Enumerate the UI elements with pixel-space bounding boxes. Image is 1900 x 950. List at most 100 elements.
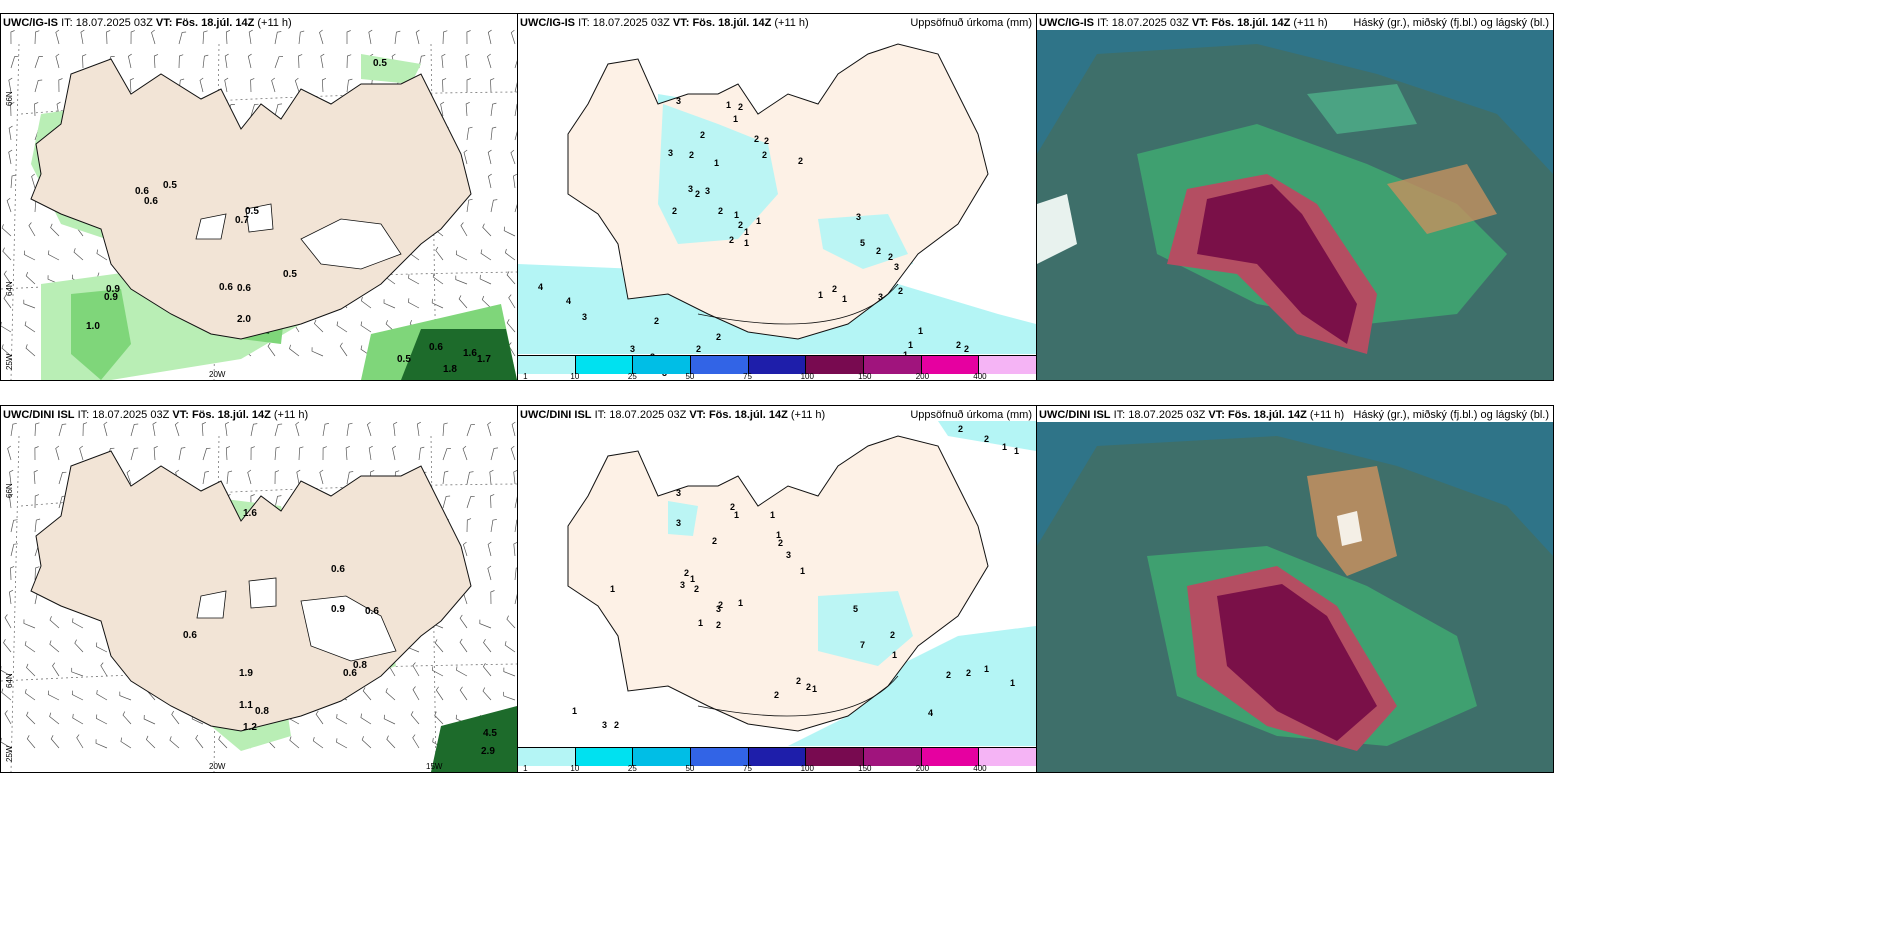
value-label: 4.5: [483, 728, 497, 739]
value-label: 2: [729, 235, 735, 245]
wind-barb: [458, 295, 468, 309]
value-label: 0.8: [353, 660, 367, 671]
wind-barb: [50, 735, 60, 749]
wind-barb: [510, 445, 516, 461]
value-label: 0.5: [397, 354, 411, 365]
value-label: 3: [582, 312, 588, 322]
value-label: 0.5: [245, 206, 259, 217]
wind-barb: [320, 53, 325, 69]
wind-barb: [455, 250, 468, 261]
wind-barb: [10, 543, 18, 557]
value-label: 2: [716, 332, 722, 342]
value-label: 3: [786, 550, 792, 560]
wind-barb: [440, 101, 445, 117]
wind-barb: [247, 469, 252, 485]
wind-barb: [490, 199, 498, 213]
wind-barb: [130, 423, 139, 437]
wind-barb: [408, 274, 420, 285]
wind-barb: [294, 77, 300, 93]
wind-barb: [274, 103, 283, 117]
value-label: 3: [676, 488, 682, 498]
wind-barb: [82, 422, 88, 437]
colorbar-segment: [864, 356, 922, 374]
wind-barb: [466, 198, 473, 213]
value-label: 2: [754, 134, 760, 144]
value-label: 0.6: [144, 196, 158, 207]
wind-barb: [4, 710, 12, 725]
wind-barb: [9, 493, 14, 509]
value-label: 2: [778, 538, 784, 548]
wind-barb: [178, 447, 186, 461]
value-label: 2: [796, 676, 802, 686]
wind-barb: [174, 421, 180, 437]
value-label: 1: [918, 326, 924, 336]
value-label: 3: [856, 212, 862, 222]
lat-label-66n: 66N: [5, 483, 14, 498]
value-label: 4: [928, 708, 934, 718]
wind-barb: [79, 445, 84, 461]
wind-barb: [9, 589, 14, 605]
value-label: 2: [696, 344, 702, 354]
wind-barb: [202, 447, 211, 461]
wind-barb: [442, 495, 451, 509]
wind-barb: [225, 421, 229, 437]
colorbar-tick-label: 150: [858, 764, 872, 773]
wind-barb: [274, 56, 284, 69]
wind-barb: [250, 423, 258, 437]
colorbar-tick-label: 400: [973, 764, 987, 773]
wind-barb: [34, 56, 43, 69]
wind-barb: [201, 421, 207, 437]
wind-barb: [490, 494, 495, 509]
value-label: 2: [876, 246, 882, 256]
wind-barb: [346, 30, 351, 44]
lon-label-25w: 25W: [5, 353, 14, 370]
colorbar-segment: [864, 748, 922, 766]
lon-label-25w: 25W: [5, 745, 14, 762]
colorbar-segment: [921, 356, 980, 374]
value-label: 0.5: [283, 269, 297, 280]
colorbar-segment: [748, 748, 807, 766]
wind-barb: [1, 666, 12, 677]
colorbar-tick-label: 50: [685, 764, 695, 773]
value-label: 2: [956, 340, 962, 350]
value-label: 2: [738, 102, 744, 112]
value-label: 2: [700, 130, 706, 140]
wind-barb: [202, 54, 209, 69]
wind-barb: [462, 445, 468, 461]
value-label: 1: [698, 618, 704, 628]
value-label: 0.6: [135, 186, 149, 197]
wind-barb: [362, 687, 372, 701]
wind-barb: [250, 446, 255, 461]
wind-barb: [96, 642, 108, 653]
wind-barb: [504, 641, 516, 653]
panel-ig-precip-wind: UWC/IG-IS IT: 18.07.2025 03Z VT: Fös. 18…: [0, 13, 518, 381]
value-label: 2.0: [237, 314, 251, 325]
wind-barb: [34, 446, 39, 461]
panel-header: UWC/IG-IS IT: 18.07.2025 03Z VT: Fös. 18…: [1039, 17, 1328, 29]
value-label: 1: [818, 290, 824, 300]
wind-barb: [122, 711, 132, 725]
wind-barb: [346, 471, 354, 485]
value-label: 1: [984, 664, 990, 674]
wind-barb: [73, 248, 84, 261]
wind-barb: [412, 686, 420, 701]
wind-barb: [9, 469, 14, 485]
wind-barb: [487, 149, 492, 165]
value-label: 1: [572, 706, 578, 716]
wind-barb: [482, 663, 492, 677]
map-canvas: [1, 29, 517, 380]
map-canvas: [567, 421, 1036, 746]
wind-barb: [25, 344, 36, 357]
value-label: 1: [733, 114, 739, 124]
value-label: 1: [770, 510, 776, 520]
value-label: 1: [610, 584, 616, 594]
value-label: 1: [744, 238, 750, 248]
wind-barb: [169, 736, 180, 749]
colorbar-segment: [633, 748, 692, 766]
wind-barb: [311, 347, 324, 357]
wind-barb: [482, 223, 492, 237]
colorbar-ticks: 1 10 25 50 75 100 150 200 400: [518, 372, 1036, 380]
wind-barb: [336, 321, 348, 333]
wind-barb: [34, 566, 40, 581]
wind-barb: [346, 422, 353, 437]
